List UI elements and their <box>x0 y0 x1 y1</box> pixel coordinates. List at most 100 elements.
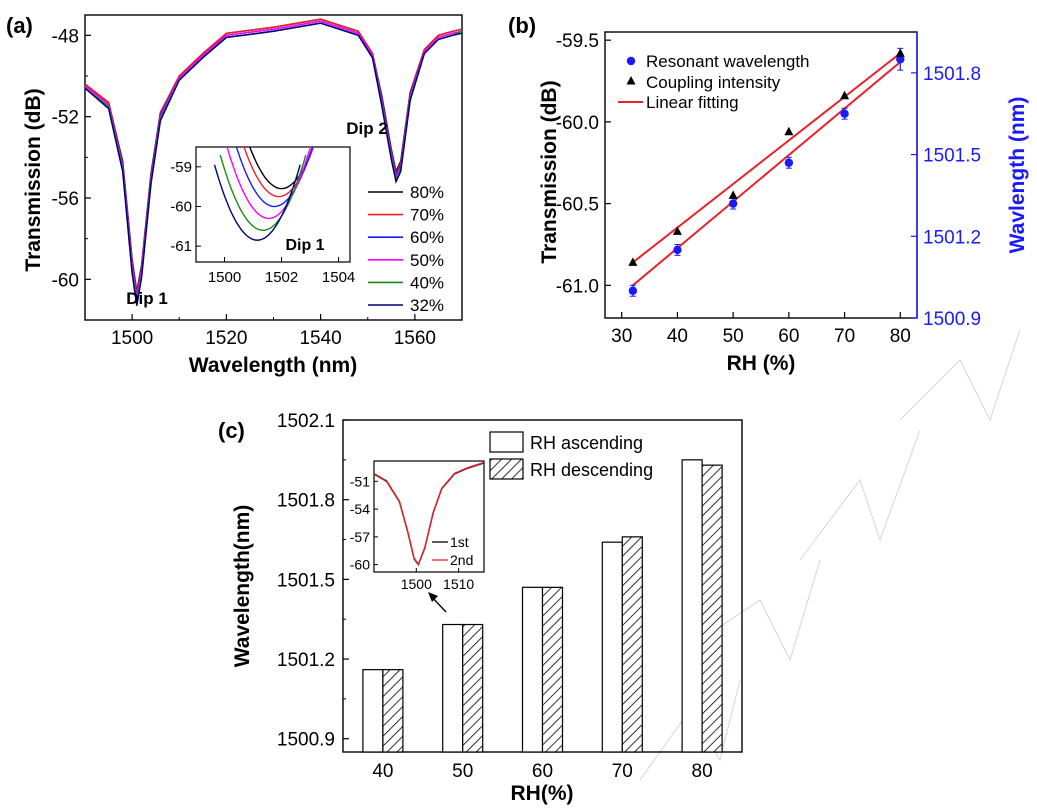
point-resonant-wavelength <box>673 245 682 255</box>
y-tick-label: 1501.8 <box>277 491 335 512</box>
y2-tick-label: 1500.9 <box>923 309 981 330</box>
y2-tick-label: 1501.8 <box>923 64 981 85</box>
legend-label: 80% <box>410 183 444 202</box>
inset-y-tick-label: -61 <box>170 238 192 255</box>
bar-rh-descending <box>621 536 643 753</box>
inset-y-tick-label: -59 <box>170 159 192 176</box>
bar-rh-descending <box>462 623 484 753</box>
y-tick-label: -52 <box>52 108 79 129</box>
inset-y-tick-label: -60 <box>350 557 370 573</box>
panel-c: (c) 1502.1 1501.8 1501.5 1501.2 1500.9 40 50 60 7… <box>218 411 743 805</box>
panel-a: (a) 1500 1520 1540 1560 -48 -52 -56 -60 Wavelengt… <box>6 13 463 377</box>
inset-label: Dip 1 <box>285 237 324 254</box>
x-tick-label: 80 <box>692 761 713 782</box>
x-axis-label: RH(%) <box>511 782 574 805</box>
x-tick-label: 30 <box>611 326 632 347</box>
y2-axis-label: Wavlength (nm) <box>1006 97 1029 254</box>
inset-pointer-arrowhead <box>428 592 438 602</box>
y-tick-label: -60.5 <box>556 195 599 216</box>
legend-label: Coupling intensity <box>646 73 781 92</box>
x-tick-label: 1560 <box>394 328 436 349</box>
x-tick-label: 70 <box>834 326 855 347</box>
legend-label: RH ascending <box>530 433 643 453</box>
bar-rh-ascending <box>681 459 703 753</box>
legend-swatch-hatched <box>489 458 524 480</box>
x-tick-label: 60 <box>532 761 553 782</box>
inset-curve-50pct <box>226 147 312 220</box>
y-tick-label: -48 <box>52 26 79 47</box>
x-tick-label: 80 <box>890 326 911 347</box>
y-tick-label: -60.0 <box>556 113 599 134</box>
y-axis-label: Transmission (dB) <box>22 88 45 271</box>
inset-curve-32pct <box>213 164 301 241</box>
bar-rh-ascending <box>442 623 464 753</box>
inset-y-tick-label: -57 <box>350 529 370 545</box>
point-resonant-wavelength <box>896 55 905 64</box>
x-axis-label: RH (%) <box>727 352 796 375</box>
legend-label: 50% <box>410 251 444 270</box>
point-resonant-wavelength <box>628 286 638 295</box>
x-tick-label: 1520 <box>205 328 247 349</box>
legend-label: 32% <box>410 296 444 315</box>
inset-curves <box>213 147 315 241</box>
x-tick-label: 50 <box>723 326 744 347</box>
legend-marker-circle <box>626 56 636 66</box>
y-tick-label: -56 <box>52 189 79 210</box>
x-tick-label: 40 <box>372 761 393 782</box>
x-axis-label: Wavelength (nm) <box>189 354 357 377</box>
inset-y-tick-label: -51 <box>350 473 370 489</box>
point-resonant-wavelength <box>840 109 849 118</box>
inset-legend-label: 2nd <box>450 552 473 568</box>
panel-label: (c) <box>218 418 245 443</box>
point-resonant-wavelength <box>728 199 738 208</box>
inset-y-tick-label: -60 <box>170 198 192 215</box>
inset-x-tick-label: 1500 <box>401 576 432 592</box>
legend-label: RH descending <box>530 460 653 480</box>
bar-rh-descending <box>701 464 723 753</box>
x-tick-label: 50 <box>452 761 473 782</box>
inset-x-tick-label: 1510 <box>443 576 474 592</box>
y-tick-label: -61.0 <box>556 276 599 297</box>
legend-label: 60% <box>410 228 444 247</box>
annotation-dip2: Dip 2 <box>346 119 388 138</box>
series-line-32pct <box>84 22 463 306</box>
legend-marker-triangle <box>626 76 636 85</box>
y-tick-label: -59.5 <box>556 31 599 52</box>
inset-frame <box>373 460 485 573</box>
inset-x-tick-label: 1500 <box>208 269 241 286</box>
legend-label: 40% <box>410 273 444 292</box>
x-tick-label: 70 <box>612 761 633 782</box>
y-axis-label: Transmission (dB) <box>538 80 561 263</box>
x-tick-label: 1540 <box>299 328 341 349</box>
x-tick-label: 40 <box>667 326 688 347</box>
x-tick-label: 60 <box>778 326 799 347</box>
inset-x-tick-label: 1502 <box>265 269 298 286</box>
bar-rh-descending <box>541 586 564 753</box>
point-coupling-intensity <box>784 126 794 136</box>
y-axis-label: Wavelength(nm) <box>231 505 254 668</box>
inset-curve-2nd <box>373 461 485 566</box>
panel-label: (b) <box>508 13 536 38</box>
inset-x-tick-label: 1504 <box>322 269 355 286</box>
y-tick-label: 1502.1 <box>277 411 335 432</box>
y-tick-label: 1501.2 <box>277 650 335 671</box>
inset-frame <box>195 146 351 263</box>
bar-rh-descending <box>382 669 404 753</box>
legend-label: Resonant wavelength <box>646 52 810 71</box>
legend-swatch-open <box>489 431 524 453</box>
point-coupling-intensity <box>628 257 638 266</box>
y2-tick-label: 1501.2 <box>923 227 981 248</box>
inset-y-tick-label: -54 <box>350 501 370 517</box>
legend-label: Linear fitting <box>646 93 739 112</box>
point-resonant-wavelength <box>784 158 794 167</box>
panel-b: (b) 30 40 50 60 70 80 -59.5 -60.0 -60.5 -61.0 1501.… <box>508 13 1029 375</box>
panel-label: (a) <box>6 13 33 38</box>
point-coupling-intensity <box>895 48 905 57</box>
annotation-dip1: Dip 1 <box>126 289 168 308</box>
y-tick-label: -60 <box>52 270 79 291</box>
inset-legend-label: 1st <box>450 534 469 550</box>
inset-curve-60pct <box>235 147 314 208</box>
x-tick-label: 1500 <box>111 328 153 349</box>
legend-label: 70% <box>410 206 444 225</box>
bar-rh-ascending <box>362 669 384 753</box>
